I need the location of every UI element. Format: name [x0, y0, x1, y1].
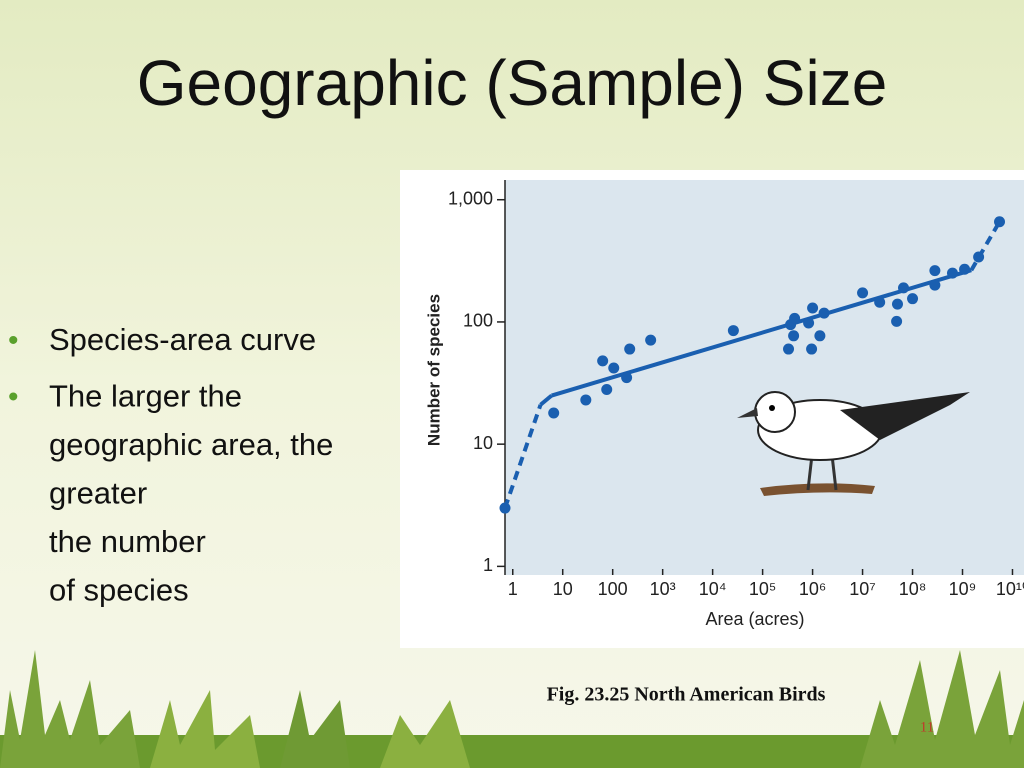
- data-point: [608, 362, 620, 374]
- x-axis-label: Area (acres): [705, 609, 804, 629]
- x-tick-label: 10⁴: [699, 579, 727, 599]
- data-point: [898, 282, 910, 294]
- figure-caption: Fig. 23.25 North American Birds: [547, 684, 826, 706]
- bullet-list: • Species-area curve • The larger the geogra…: [8, 322, 333, 608]
- data-point: [727, 325, 739, 337]
- data-point: [548, 407, 560, 419]
- data-point: [907, 293, 919, 305]
- bullet-text: of species: [49, 573, 189, 608]
- fit-curve: [539, 393, 553, 407]
- y-tick-label: 100: [463, 311, 493, 331]
- data-point: [814, 330, 826, 342]
- data-point: [973, 251, 985, 263]
- data-point: [929, 279, 941, 291]
- grass: [0, 650, 1024, 768]
- data-point: [624, 343, 636, 355]
- data-point: [994, 216, 1006, 228]
- data-point: [621, 372, 633, 384]
- y-tick-label: 1,000: [448, 188, 493, 208]
- y-tick-label: 10: [473, 433, 493, 453]
- y-tick-label: 1: [483, 555, 493, 575]
- data-point: [601, 384, 613, 396]
- data-point: [891, 298, 903, 310]
- data-point: [597, 355, 609, 367]
- data-point: [788, 330, 800, 342]
- bullet-marker: •: [8, 380, 19, 413]
- page-number: 11: [920, 719, 934, 735]
- bullet-text: the number: [49, 524, 206, 559]
- x-tick-label: 1: [508, 579, 518, 599]
- data-point: [874, 296, 886, 308]
- x-tick-label: 10⁵: [749, 579, 776, 599]
- data-point: [807, 302, 819, 314]
- x-tick-label: 10: [553, 579, 573, 599]
- data-point: [789, 312, 801, 324]
- data-point: [806, 343, 818, 355]
- bullet-marker: •: [8, 324, 19, 357]
- data-point: [499, 502, 511, 514]
- x-tick-label: 10⁹: [949, 579, 977, 599]
- fit-curve: [969, 220, 1002, 272]
- data-point: [857, 287, 869, 299]
- bullet-text: greater: [49, 476, 147, 511]
- x-tick-label: 10⁶: [799, 579, 826, 599]
- bird-illustration: [737, 391, 970, 496]
- data-point: [803, 317, 815, 329]
- data-point: [818, 307, 830, 319]
- y-axis-label: Number of species: [424, 294, 443, 446]
- fit-curve: [503, 404, 543, 509]
- data-point: [645, 334, 657, 346]
- plot-area: [505, 180, 1024, 575]
- bullet-text: Species-area curve: [49, 322, 316, 357]
- data-point: [891, 315, 903, 327]
- x-tick-label: 10⁷: [849, 579, 876, 599]
- x-tick-label: 100: [598, 579, 628, 599]
- data-point: [783, 343, 795, 355]
- slide-title: Geographic (Sample) Size: [137, 47, 888, 119]
- data-point: [580, 394, 592, 406]
- bullet-text: geographic area, the: [49, 427, 333, 462]
- x-tick-label: 10⁸: [899, 579, 927, 599]
- data-point: [946, 267, 958, 279]
- bullet-text: The larger the: [49, 379, 242, 414]
- chart: 1 10 100 1,000 1 10 100 10³ 10⁴ 10⁵ 10⁶ 10⁷ 10⁸ 10⁹ 10…: [448, 188, 1024, 598]
- data-point: [929, 265, 941, 277]
- x-tick-label: 10³: [650, 579, 676, 599]
- data-point: [959, 263, 971, 275]
